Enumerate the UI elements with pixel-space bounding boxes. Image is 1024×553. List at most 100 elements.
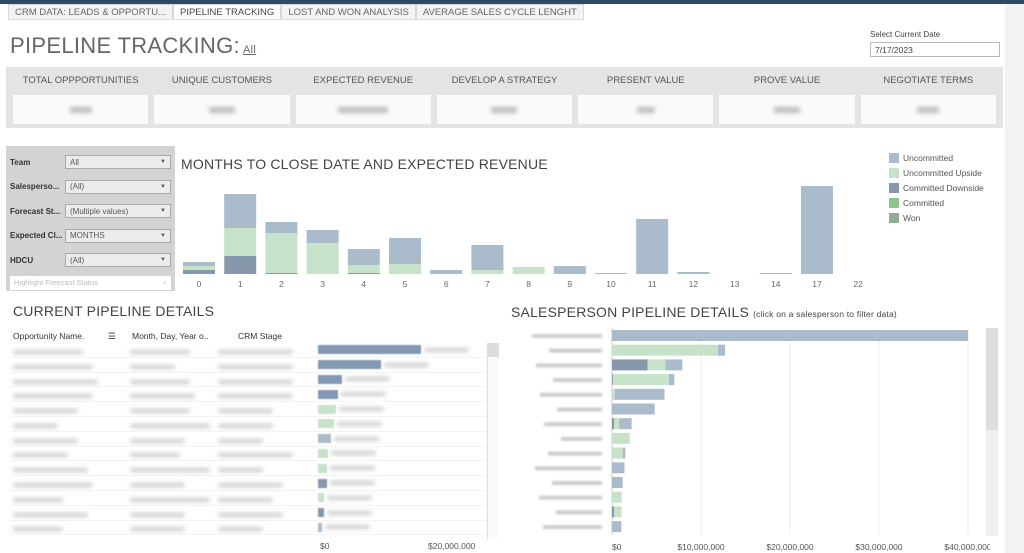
bar-segment[interactable] — [665, 359, 683, 371]
filter-dropdown[interactable]: All ▼ — [65, 155, 171, 170]
date-input[interactable]: 7/17/2023 — [870, 42, 1000, 57]
col-opportunity[interactable]: Opportunity Name. — [13, 331, 85, 341]
bar-segment[interactable] — [612, 462, 625, 474]
bar-segment[interactable] — [471, 270, 504, 274]
salesperson-name-blurred[interactable] — [556, 510, 602, 515]
salesperson-name-blurred[interactable] — [543, 525, 602, 530]
bar-segment[interactable] — [347, 265, 380, 273]
bar-segment[interactable] — [265, 273, 298, 274]
salesperson-scrollbar[interactable] — [986, 328, 998, 536]
bar-segment[interactable] — [183, 266, 215, 270]
bar-segment[interactable] — [595, 273, 627, 274]
table-row[interactable] — [10, 417, 488, 432]
filter-dropdown[interactable]: (All) ▼ — [65, 253, 171, 268]
table-row[interactable] — [10, 506, 488, 521]
bar-segment[interactable] — [389, 264, 421, 274]
salesperson-name-blurred[interactable] — [540, 392, 602, 397]
table-row[interactable] — [10, 373, 488, 388]
bar-segment[interactable] — [553, 266, 586, 274]
bar-segment[interactable] — [614, 388, 665, 400]
bar-segment[interactable] — [612, 388, 615, 400]
bar-segment[interactable] — [430, 270, 463, 274]
table-row[interactable] — [10, 343, 488, 358]
salesperson-name-blurred[interactable] — [561, 436, 602, 441]
filter-dropdown[interactable]: (Multiple values) ▼ — [65, 204, 171, 219]
filter-dropdown[interactable]: (All) ▼ — [65, 179, 171, 194]
bar-segment[interactable] — [614, 506, 621, 518]
table-row[interactable] — [10, 447, 488, 462]
salesperson-name-blurred[interactable] — [548, 451, 602, 456]
legend-item[interactable]: Committed — [889, 195, 984, 210]
bar-segment[interactable] — [183, 262, 215, 266]
tab-3[interactable]: AVERAGE SALES CYCLE LENGHT — [415, 4, 584, 19]
bar-segment[interactable] — [612, 506, 615, 518]
bar-segment[interactable] — [612, 403, 655, 415]
legend-item[interactable]: Won — [889, 210, 984, 225]
bar-segment[interactable] — [224, 194, 257, 228]
bar-segment[interactable] — [389, 238, 421, 264]
bar-segment[interactable] — [619, 418, 632, 430]
bar-segment[interactable] — [759, 273, 792, 274]
table-scrollbar[interactable] — [487, 343, 499, 539]
bar-segment[interactable] — [612, 374, 669, 386]
bar-segment[interactable] — [183, 270, 215, 274]
bar-segment[interactable] — [801, 186, 833, 274]
salesperson-name-blurred[interactable] — [544, 422, 602, 427]
bar-segment[interactable] — [612, 330, 968, 341]
salesperson-name-blurred[interactable] — [535, 466, 602, 471]
highlight-search[interactable]: Highlight Forecast Status ⌕ — [10, 275, 171, 290]
salesperson-name-blurred[interactable] — [552, 481, 602, 485]
tab-0[interactable]: CRM DATA: LEADS & OPPORTU... — [8, 4, 173, 19]
bar-segment[interactable] — [647, 359, 666, 371]
salesperson-name-blurred[interactable] — [536, 363, 602, 368]
bar-segment[interactable] — [614, 418, 620, 430]
table-row[interactable] — [10, 358, 488, 373]
bar-segment[interactable] — [612, 374, 613, 386]
table-row[interactable] — [10, 402, 488, 417]
bar-segment[interactable] — [265, 233, 298, 273]
bar-segment[interactable] — [612, 447, 623, 459]
tab-2[interactable]: LOST AND WON ANALYSIS — [281, 4, 416, 19]
bar-segment[interactable] — [612, 344, 718, 356]
legend-item[interactable]: Uncommitted — [889, 150, 984, 165]
bar-segment[interactable] — [622, 447, 626, 459]
table-row[interactable] — [10, 491, 488, 506]
bar-segment[interactable] — [347, 249, 380, 265]
filter-dropdown[interactable]: MONTHS ▼ — [65, 228, 171, 243]
table-row[interactable] — [10, 387, 488, 403]
salesperson-name-blurred[interactable] — [549, 348, 602, 353]
col-date[interactable]: Month, Day, Year o.. — [132, 331, 209, 341]
bar-segment[interactable] — [612, 477, 623, 488]
table-row[interactable] — [10, 521, 488, 536]
filter-link[interactable]: All — [242, 44, 257, 56]
bar-segment[interactable] — [306, 243, 339, 274]
bar-segment[interactable] — [512, 267, 545, 274]
bar-segment[interactable] — [306, 230, 339, 243]
bar-segment[interactable] — [471, 245, 504, 270]
salesperson-name-blurred[interactable] — [557, 407, 602, 412]
col-stage[interactable]: CRM Stage — [238, 331, 282, 341]
tab-1[interactable]: PIPELINE TRACKING — [172, 4, 282, 19]
legend-item[interactable]: Uncommitted Upside — [889, 165, 984, 180]
bar-segment[interactable] — [612, 418, 615, 430]
salesperson-name-blurred[interactable] — [532, 334, 602, 338]
sort-icon[interactable]: ☰ — [108, 331, 116, 341]
bar-segment[interactable] — [612, 521, 622, 533]
table-row[interactable] — [10, 461, 488, 477]
bar-segment[interactable] — [717, 344, 726, 356]
bar-segment[interactable] — [636, 219, 669, 274]
bar-segment[interactable] — [612, 432, 630, 444]
bar-segment[interactable] — [668, 374, 675, 386]
table-row[interactable] — [10, 476, 488, 491]
table-row[interactable] — [10, 432, 488, 447]
bar-segment[interactable] — [347, 273, 380, 274]
bar-segment[interactable] — [224, 228, 257, 256]
bar-segment[interactable] — [612, 491, 621, 503]
legend-item[interactable]: Committed Downside — [889, 180, 984, 195]
salesperson-name-blurred[interactable] — [539, 495, 602, 500]
bar-segment[interactable] — [612, 359, 648, 371]
salesperson-name-blurred[interactable] — [553, 378, 602, 383]
bar-segment[interactable] — [265, 222, 298, 233]
bar-segment[interactable] — [224, 256, 257, 274]
bar-segment[interactable] — [677, 272, 710, 274]
